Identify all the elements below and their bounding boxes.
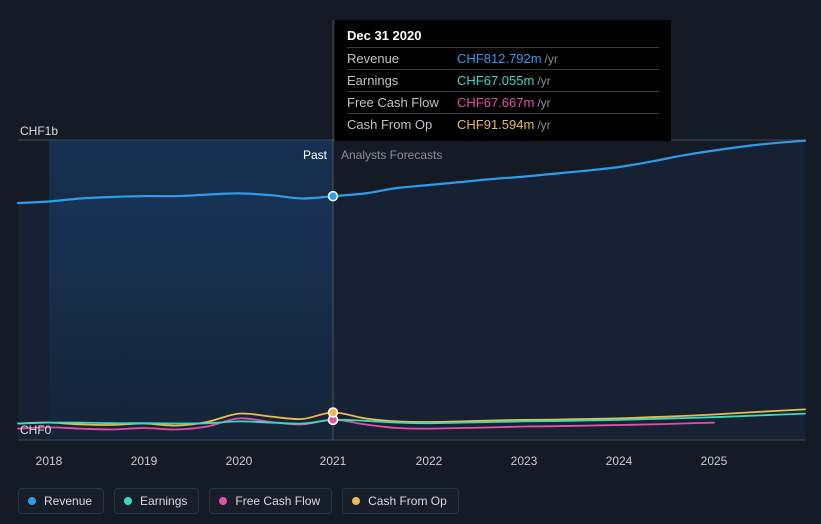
- tooltip-unit: /yr: [537, 118, 550, 132]
- tooltip-unit: /yr: [545, 52, 558, 66]
- tooltip-row: EarningsCHF67.055m/yr: [347, 69, 659, 91]
- legend-dot-icon: [124, 497, 132, 505]
- x-axis-tick: 2023: [511, 454, 538, 468]
- financial-chart: CHF1b CHF0 Past Analysts Forecasts 2018 2…: [0, 0, 821, 524]
- past-label: Past: [303, 148, 327, 162]
- tooltip-value: CHF812.792m: [457, 51, 542, 66]
- legend-label: Revenue: [44, 494, 92, 508]
- x-axis-tick: 2022: [416, 454, 443, 468]
- tooltip-unit: /yr: [537, 96, 550, 110]
- y-axis-bottom-label: CHF0: [20, 423, 51, 437]
- legend-label: Earnings: [140, 494, 187, 508]
- tooltip-row: Cash From OpCHF91.594m/yr: [347, 113, 659, 135]
- tooltip-value: CHF67.055m: [457, 73, 534, 88]
- legend-item[interactable]: Revenue: [18, 488, 104, 514]
- legend-item[interactable]: Free Cash Flow: [209, 488, 332, 514]
- x-axis-tick: 2020: [226, 454, 253, 468]
- tooltip-label: Earnings: [347, 73, 457, 88]
- legend-item[interactable]: Cash From Op: [342, 488, 459, 514]
- tooltip-unit: /yr: [537, 74, 550, 88]
- tooltip: Dec 31 2020 RevenueCHF812.792m/yrEarning…: [335, 20, 671, 141]
- tooltip-value: CHF67.667m: [457, 95, 534, 110]
- tooltip-date: Dec 31 2020: [347, 28, 659, 47]
- legend-dot-icon: [219, 497, 227, 505]
- tooltip-label: Free Cash Flow: [347, 95, 457, 110]
- y-axis-top-label: CHF1b: [20, 124, 58, 138]
- tooltip-value: CHF91.594m: [457, 117, 534, 132]
- legend-dot-icon: [352, 497, 360, 505]
- legend-item[interactable]: Earnings: [114, 488, 199, 514]
- legend-dot-icon: [28, 497, 36, 505]
- x-axis-tick: 2025: [701, 454, 728, 468]
- forecast-label: Analysts Forecasts: [341, 148, 442, 162]
- tooltip-row: RevenueCHF812.792m/yr: [347, 47, 659, 69]
- x-axis-tick: 2021: [320, 454, 347, 468]
- tooltip-row: Free Cash FlowCHF67.667m/yr: [347, 91, 659, 113]
- tooltip-label: Revenue: [347, 51, 457, 66]
- legend-label: Free Cash Flow: [235, 494, 320, 508]
- x-axis-tick: 2018: [36, 454, 63, 468]
- legend-label: Cash From Op: [368, 494, 447, 508]
- x-axis-tick: 2019: [131, 454, 158, 468]
- legend: Revenue Earnings Free Cash Flow Cash From O…: [18, 488, 459, 514]
- tooltip-label: Cash From Op: [347, 117, 457, 132]
- x-axis-tick: 2024: [606, 454, 633, 468]
